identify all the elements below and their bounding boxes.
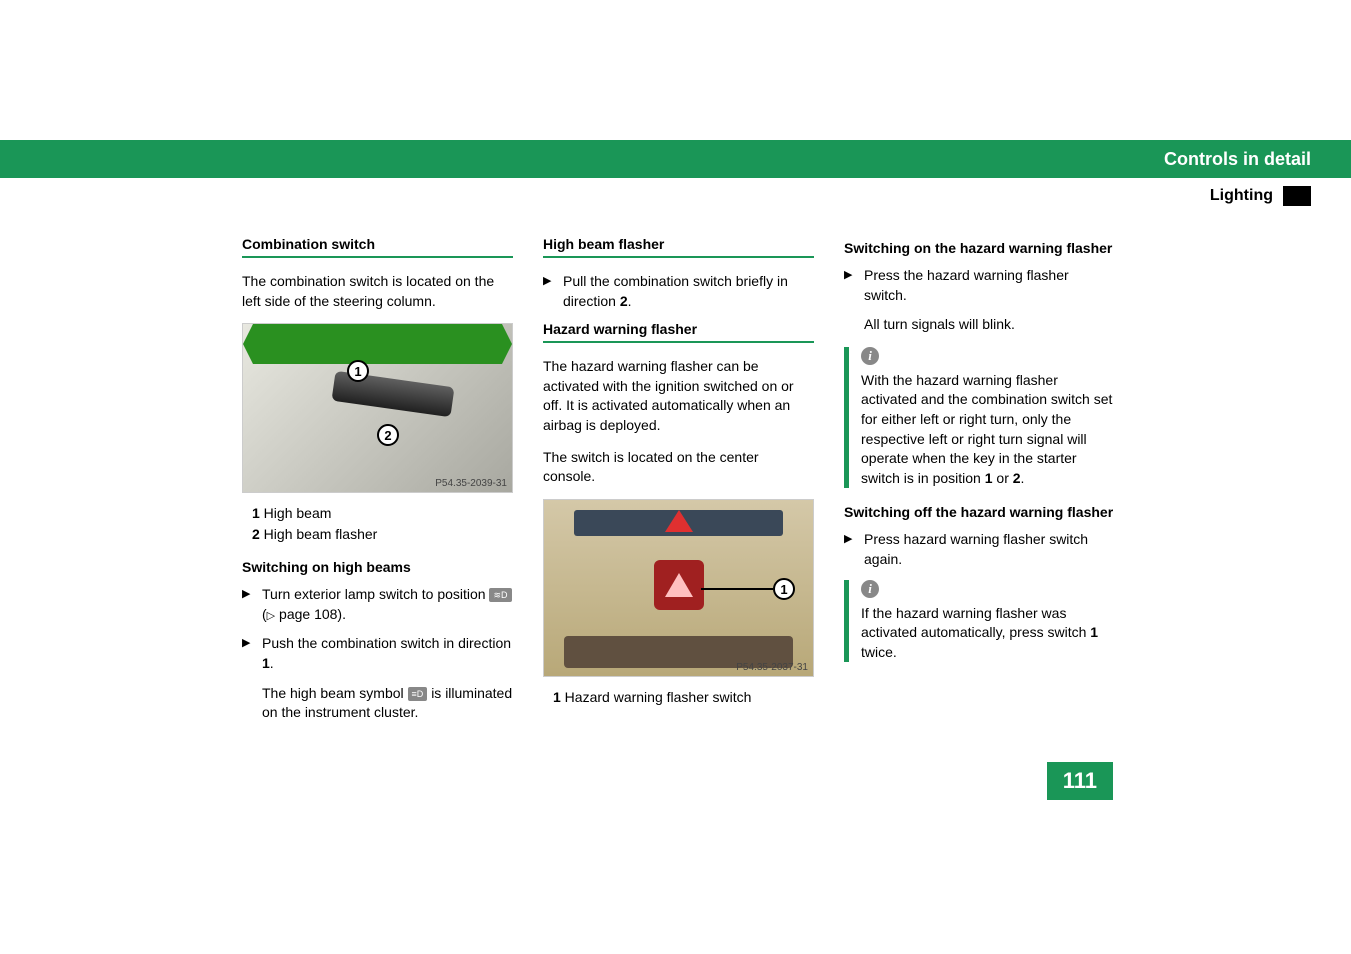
callout-leader-line [701, 588, 773, 590]
arrow-down-icon [243, 344, 512, 364]
column-2: High beam flasher ▶ Pull the combination… [543, 236, 814, 735]
result-turn-signals: All turn signals will blink. [844, 315, 1115, 335]
info-text-pre: If the hazard warning flasher was activa… [861, 605, 1090, 641]
step-text: Press the hazard warning flasher switch. [864, 266, 1115, 305]
legend-1-text: High beam [260, 505, 332, 521]
column-1: Combination switch The combination switc… [242, 236, 513, 735]
step-press-hazard-again: ▶ Press hazard warning flasher switch ag… [844, 530, 1115, 569]
switch-number: 1 [1090, 624, 1098, 640]
figure-code: P54.35-2037-31 [736, 662, 808, 673]
bullet-marker-icon: ▶ [543, 272, 563, 311]
step-text: Press hazard warning flasher switch agai… [864, 530, 1115, 569]
figure-legend: 1 High beam 2 High beam flasher [242, 503, 513, 545]
xref-arrow-icon: ▷ [267, 610, 275, 622]
legend-item-1: 1 High beam [242, 503, 513, 524]
step-text-post: . [628, 293, 632, 309]
heading-high-beam-flasher: High beam flasher [543, 236, 814, 258]
bullet-marker-icon: ▶ [242, 634, 262, 673]
figure-hazard-switch: 1 P54.35-2037-31 [543, 499, 814, 677]
step-text: Pull the combination switch briefly in d… [563, 272, 814, 311]
info-text-post: twice. [861, 644, 897, 660]
info-icon: i [861, 580, 879, 598]
heading-switching-on-high-beams: Switching on high beams [242, 559, 513, 575]
heading-hazard-flasher: Hazard warning flasher [543, 321, 814, 343]
combination-switch-intro: The combination switch is located on the… [242, 272, 513, 311]
info-text: If the hazard warning flasher was activa… [861, 604, 1115, 663]
bullet-marker-icon: ▶ [844, 266, 864, 305]
hazard-triangle-icon [665, 510, 693, 532]
position-number-2: 2 [1013, 470, 1021, 486]
legend-item-1: 1 Hazard warning flasher switch [543, 687, 814, 708]
step-text-post: . [270, 655, 274, 671]
direction-number: 2 [620, 293, 628, 309]
heading-switching-off-hazard: Switching off the hazard warning flasher [844, 504, 1115, 520]
info-text: With the hazard warning flasher activate… [861, 371, 1115, 489]
heading-combination-switch: Combination switch [242, 236, 513, 258]
legend-1-num: 1 [252, 505, 260, 521]
legend-1-text: Hazard warning flasher switch [561, 689, 752, 705]
figure-combination-switch: 1 2 P54.35-2039-31 [242, 323, 513, 493]
column-3: Switching on the hazard warning flasher … [844, 236, 1115, 735]
chapter-header-band: Controls in detail [0, 140, 1351, 178]
step-text-pre: Turn exterior lamp switch to position [262, 586, 489, 602]
info-icon: i [861, 347, 879, 365]
step-press-hazard: ▶ Press the hazard warning flasher switc… [844, 266, 1115, 305]
legend-2-text: High beam flasher [260, 526, 378, 542]
arrow-up-icon [243, 324, 512, 344]
info-text-post: . [1021, 470, 1025, 486]
step-text-pre: Pull the combination switch briefly in d… [563, 273, 788, 309]
step-turn-lamp-switch: ▶ Turn exterior lamp switch to position … [242, 585, 513, 624]
step-text: Push the combination switch in direction… [262, 634, 513, 673]
heading-switching-on-hazard: Switching on the hazard warning flasher [844, 240, 1115, 256]
hazard-button-graphic [654, 560, 704, 610]
xref-page[interactable]: page 108). [275, 606, 346, 622]
step-text: Turn exterior lamp switch to position ≋D… [262, 585, 513, 624]
result-pre: The high beam symbol [262, 685, 408, 701]
step-push-switch: ▶ Push the combination switch in directi… [242, 634, 513, 673]
step-pull-switch: ▶ Pull the combination switch briefly in… [543, 272, 814, 311]
callout-1: 1 [773, 578, 795, 600]
figure-code: P54.35-2039-31 [435, 478, 507, 489]
direction-number: 1 [262, 655, 270, 671]
info-note-1: i With the hazard warning flasher activa… [844, 347, 1115, 489]
chapter-title: Controls in detail [1164, 149, 1311, 170]
bullet-marker-icon: ▶ [844, 530, 864, 569]
hazard-flasher-desc-1: The hazard warning flasher can be activa… [543, 357, 814, 435]
lamp-position-icon: ≋D [489, 588, 511, 602]
step-text-pre: Push the combination switch in direction [262, 635, 511, 651]
legend-item-2: 2 High beam flasher [242, 524, 513, 545]
hazard-flasher-desc-2: The switch is located on the center cons… [543, 448, 814, 487]
high-beam-icon: ≡D [408, 687, 428, 701]
page-number: 111 [1047, 762, 1113, 800]
thumb-tab [1283, 186, 1311, 206]
section-sub-header: Lighting [1210, 186, 1311, 206]
info-text-pre: With the hazard warning flasher activate… [861, 372, 1112, 486]
info-text-mid: or [993, 470, 1013, 486]
position-number-1: 1 [985, 470, 993, 486]
figure-legend: 1 Hazard warning flasher switch [543, 687, 814, 708]
callout-2: 2 [377, 424, 399, 446]
result-high-beam: The high beam symbol ≡D is illuminated o… [242, 684, 513, 723]
page-content: Combination switch The combination switc… [242, 236, 1115, 735]
info-note-2: i If the hazard warning flasher was acti… [844, 580, 1115, 663]
bullet-marker-icon: ▶ [242, 585, 262, 624]
legend-1-num: 1 [553, 689, 561, 705]
section-title: Lighting [1210, 187, 1273, 205]
legend-2-num: 2 [252, 526, 260, 542]
